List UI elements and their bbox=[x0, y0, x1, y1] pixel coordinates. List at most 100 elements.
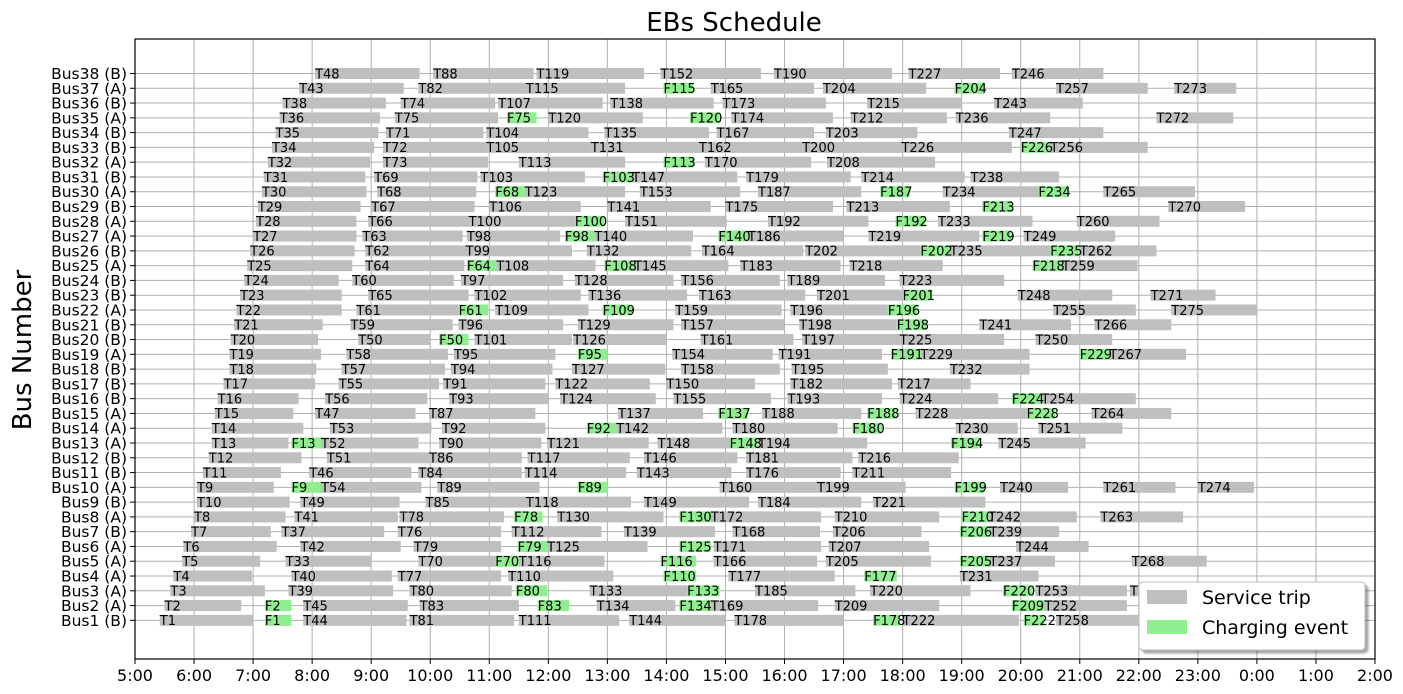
service-trip-bar bbox=[586, 245, 692, 257]
charging-event-label: F234 bbox=[1038, 186, 1070, 201]
y-tick-label: Bus20 (B) bbox=[51, 331, 127, 349]
service-trip-label: T19 bbox=[228, 348, 253, 363]
bus-row: T43 T82 T115 F115 T165 T204 F204 T257 T273 bbox=[298, 82, 1237, 97]
service-trip-label: T175 bbox=[724, 200, 758, 215]
charging-event-label: F68 bbox=[495, 186, 519, 201]
service-trip-label: T232 bbox=[949, 363, 983, 378]
service-trip-bar bbox=[746, 171, 851, 183]
service-trip-bar bbox=[846, 201, 950, 213]
charging-event-label: F116 bbox=[661, 555, 693, 570]
service-trip-bar bbox=[790, 378, 892, 390]
service-trip-bar bbox=[1056, 614, 1157, 626]
service-trip-label: T82 bbox=[417, 82, 442, 97]
charging-event-label: F235 bbox=[1050, 245, 1082, 260]
service-trip-label: T260 bbox=[1076, 215, 1110, 230]
service-trip-bar bbox=[1008, 127, 1104, 139]
service-trip-bar bbox=[901, 141, 1012, 153]
service-trip-bar bbox=[938, 215, 1033, 227]
service-trip-label: T4 bbox=[172, 570, 189, 585]
y-tick-label: Bus1 (B) bbox=[61, 612, 127, 630]
service-trip-label: T158 bbox=[680, 363, 714, 378]
service-trip-label: T5 bbox=[181, 555, 198, 570]
x-tick-label: 17:00 bbox=[821, 666, 867, 685]
charging-event-label: F70 bbox=[495, 555, 519, 570]
service-trip-label: T226 bbox=[900, 141, 934, 156]
service-trip-label: T75 bbox=[394, 112, 419, 127]
service-trip-label: T233 bbox=[937, 215, 971, 230]
y-tick-label: Bus34 (B) bbox=[51, 124, 127, 142]
service-trip-label: T197 bbox=[801, 333, 835, 348]
charging-event-label: F205 bbox=[960, 555, 992, 570]
y-tick-label: Bus17 (B) bbox=[51, 375, 127, 393]
charging-event-label: F64 bbox=[467, 259, 491, 274]
service-trip-label: T100 bbox=[468, 215, 502, 230]
service-trip-label: T203 bbox=[825, 126, 859, 141]
x-tick-label: 21:00 bbox=[1057, 666, 1103, 685]
charging-event-label: F13 bbox=[291, 437, 315, 452]
service-trip-label: T262 bbox=[1079, 245, 1113, 260]
service-trip-bar bbox=[1076, 215, 1160, 227]
charging-event-bar bbox=[873, 614, 900, 626]
charging-event-bar bbox=[602, 171, 633, 183]
service-trip-bar bbox=[870, 585, 971, 597]
service-trip-label: T188 bbox=[761, 407, 795, 422]
service-trip-bar bbox=[589, 585, 688, 597]
service-trip-bar bbox=[791, 363, 888, 375]
service-trip-label: T120 bbox=[547, 112, 581, 127]
charging-event-bar bbox=[1079, 348, 1110, 360]
service-trip-label: T164 bbox=[701, 245, 735, 260]
charging-event-label: F180 bbox=[852, 422, 884, 437]
service-trip-bar bbox=[466, 230, 561, 242]
x-tick-label: 9:00 bbox=[353, 666, 389, 685]
service-trip-bar bbox=[525, 496, 631, 508]
service-trip-bar bbox=[787, 274, 885, 286]
service-trip-label: T187 bbox=[757, 186, 791, 201]
charging-event-label: F204 bbox=[955, 82, 987, 97]
charging-event-bar bbox=[902, 289, 933, 301]
charging-event-bar bbox=[729, 437, 758, 449]
charging-event-bar bbox=[852, 422, 882, 434]
legend-swatch-charging bbox=[1147, 620, 1187, 634]
service-trip-bar bbox=[300, 540, 401, 552]
bus-row: T11 T46 T84 T114 T143 T176 T211 bbox=[202, 466, 952, 481]
service-trip-label: T240 bbox=[999, 481, 1033, 496]
service-trip-bar bbox=[358, 334, 431, 346]
service-trip-bar bbox=[518, 614, 620, 626]
y-tick-label: Bus26 (B) bbox=[51, 242, 127, 260]
service-trip-bar bbox=[988, 511, 1077, 523]
service-trip-label: T95 bbox=[453, 348, 478, 363]
service-trip-bar bbox=[453, 348, 556, 360]
service-trip-label: T139 bbox=[623, 525, 657, 540]
service-trip-label: T116 bbox=[518, 555, 552, 570]
service-trip-bar bbox=[419, 600, 519, 612]
service-trip-bar bbox=[633, 260, 729, 272]
y-tick-label: Bus35 (A) bbox=[51, 109, 127, 127]
service-trip-bar bbox=[596, 600, 676, 612]
service-trip-bar bbox=[299, 82, 404, 94]
service-trip-label: T257 bbox=[1055, 82, 1089, 97]
charging-event-label: F133 bbox=[687, 585, 719, 600]
x-tick-label: 5:00 bbox=[117, 666, 153, 685]
service-trip-label: T57 bbox=[341, 363, 366, 378]
legend: Service trip Charging event bbox=[1138, 581, 1366, 651]
charging-event-bar bbox=[920, 245, 950, 257]
service-trip-label: T234 bbox=[942, 186, 976, 201]
charging-event-label: F110 bbox=[663, 570, 695, 585]
charging-event-label: F187 bbox=[880, 186, 912, 201]
service-trip-bar bbox=[234, 319, 323, 331]
service-trip-label: T250 bbox=[1034, 333, 1068, 348]
service-trip-bar bbox=[197, 481, 274, 493]
service-trip-label: T168 bbox=[732, 525, 766, 540]
service-trip-bar bbox=[294, 511, 398, 523]
service-trip-label: T166 bbox=[713, 555, 747, 570]
charging-event-label: F194 bbox=[951, 437, 983, 452]
service-trip-label: T244 bbox=[1015, 540, 1049, 555]
service-trip-label: T208 bbox=[826, 156, 860, 171]
service-trip-label: T25 bbox=[246, 259, 271, 274]
charging-event-bar bbox=[515, 585, 548, 597]
service-trip-label: T206 bbox=[832, 525, 866, 540]
service-trip-label: T98 bbox=[466, 230, 491, 245]
service-trip-label: T83 bbox=[419, 599, 444, 614]
